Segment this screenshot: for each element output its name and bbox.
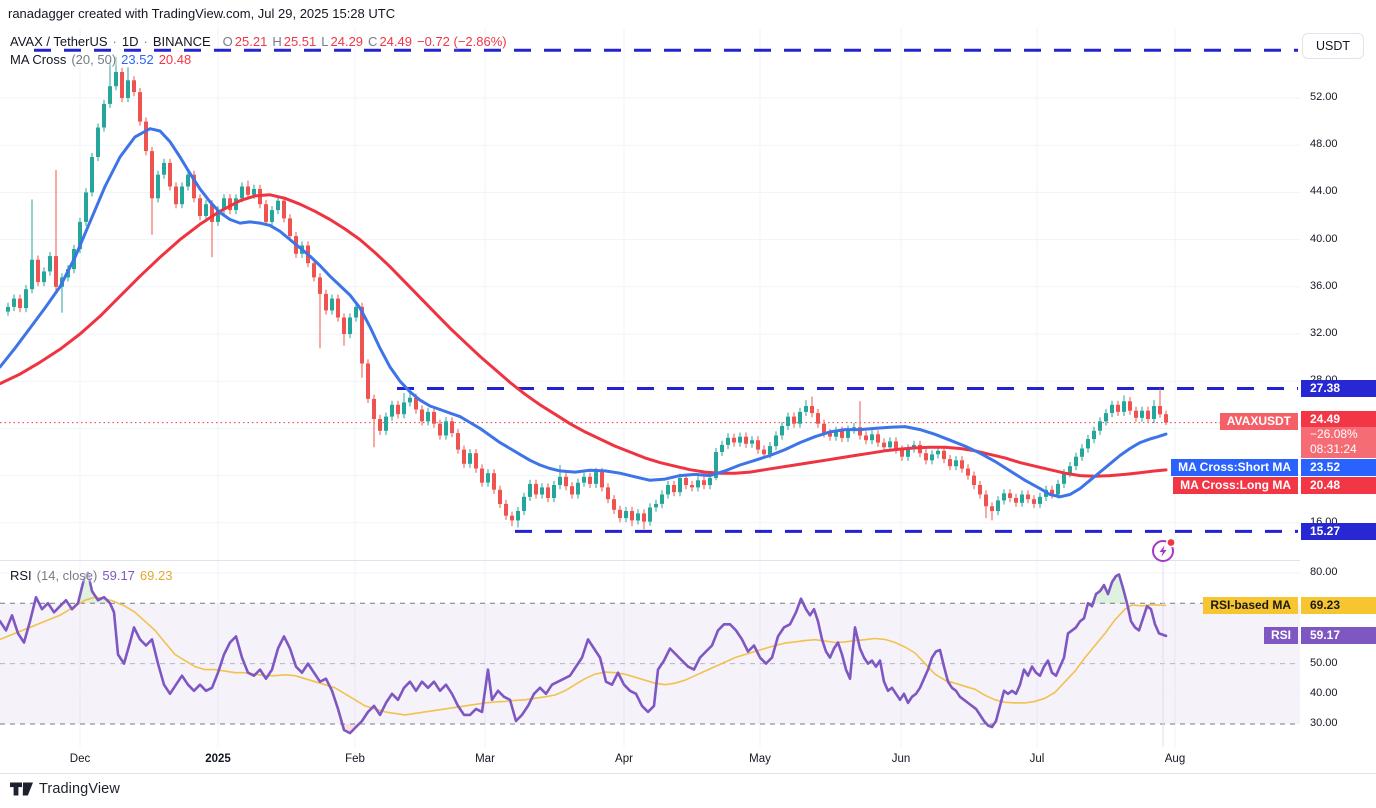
rsi-legend: RSI (14, close) 59.17 69.23 [10, 568, 172, 583]
rsi-ma-legend-value: 69.23 [139, 568, 173, 583]
pane-separator[interactable] [0, 560, 1376, 561]
chart-canvas[interactable] [0, 0, 1300, 775]
ma-cross-title[interactable]: MA Cross [10, 52, 67, 67]
time-axis-label-2025: 2025 [205, 753, 231, 765]
rsi-params: (14, close) [36, 568, 98, 583]
high-label: H [272, 34, 282, 49]
ma-short-legend-value: 23.52 [121, 52, 154, 67]
time-axis-label-jun: Jun [891, 753, 911, 765]
time-axis-label-mar: Mar [475, 753, 495, 765]
legend-separator: · [143, 34, 148, 49]
ma-cross-params: (20, 50) [71, 52, 117, 67]
time-axis-label-may: May [749, 753, 771, 765]
rsi-ma-label: RSI-based MA [1203, 597, 1298, 615]
rsi-legend-value: 59.17 [102, 568, 135, 583]
close-label: C [368, 34, 378, 49]
price-scale[interactable]: 52.0048.0044.0040.0036.0032.0028.0016.00… [1300, 28, 1376, 773]
rsi-label: RSI [1263, 627, 1298, 645]
low-label: L [321, 34, 329, 49]
change-value: −0.72 (−2.86%) [416, 34, 507, 49]
last-price-tag: 24.49 −26.08% 08:31:24 [1301, 410, 1376, 458]
chart-credit: ranadagger created with TradingView.com,… [8, 6, 396, 21]
time-axis-label-feb: Feb [345, 753, 365, 765]
resistance-price-tag: 27.38 [1301, 380, 1376, 398]
ma-short-value-tag: 23.52 [1301, 459, 1376, 476]
open-label: O [222, 34, 233, 49]
last-price-value: 24.49 [1301, 410, 1376, 427]
ma-short-label: MA Cross:Short MA [1171, 459, 1298, 476]
ma-long-label: MA Cross:Long MA [1173, 476, 1298, 494]
time-axis[interactable]: Dec 2025 Feb Mar Apr May Jun Jul Aug [0, 747, 1300, 773]
price-tick-label: 48.00 [1310, 138, 1338, 151]
symbol-title[interactable]: AVAX / TetherUS [10, 34, 108, 49]
last-price-symbol-label: AVAXUSDT [1219, 412, 1298, 430]
time-axis-label-apr: Apr [615, 753, 633, 765]
bar-countdown: 08:31:24 [1310, 441, 1357, 456]
high-value: 25.51 [283, 34, 317, 49]
currency-button[interactable]: USDT [1302, 33, 1364, 59]
price-tick-label: 52.00 [1310, 91, 1338, 103]
legend-separator: · [112, 34, 117, 49]
time-axis-label-aug: Aug [1164, 753, 1186, 765]
price-tick-label: 40.00 [1310, 232, 1338, 245]
tradingview-logo[interactable]: TradingView [10, 781, 120, 797]
rsi-title[interactable]: RSI [10, 568, 32, 583]
support-price-tag: 15.27 [1301, 522, 1376, 540]
bottom-border [0, 773, 1376, 774]
rsi-ma-value-tag: 69.23 [1301, 597, 1376, 615]
time-axis-label-jul: Jul [1029, 753, 1045, 765]
price-tick-label: 36.00 [1310, 279, 1338, 292]
tradingview-logo-text: TradingView [39, 781, 120, 797]
time-axis-label-dec: Dec [69, 753, 91, 765]
low-value: 24.29 [330, 34, 364, 49]
tradingview-logo-icon [10, 782, 33, 796]
close-value: 24.49 [379, 34, 412, 49]
price-tick-label: 50.00 [1310, 656, 1338, 669]
exchange-label[interactable]: BINANCE [152, 34, 211, 49]
price-tick-label: 32.00 [1310, 327, 1338, 339]
price-tick-label: 40.00 [1310, 686, 1338, 699]
open-value: 25.21 [234, 34, 268, 49]
interval-label[interactable]: 1D [121, 34, 139, 49]
flash-icon[interactable] [1150, 537, 1176, 563]
last-price-change: −26.08% [1310, 426, 1358, 441]
rsi-value-tag: 59.17 [1301, 627, 1376, 645]
price-tick-label: 30.00 [1310, 717, 1338, 729]
ma-long-legend-value: 20.48 [158, 52, 192, 67]
price-tick-label: 44.00 [1310, 185, 1338, 198]
price-tick-label: 80.00 [1310, 566, 1338, 578]
ma-long-value-tag: 20.48 [1301, 476, 1376, 494]
ma-cross-legend: MA Cross (20, 50) 23.52 20.48 [10, 52, 191, 67]
